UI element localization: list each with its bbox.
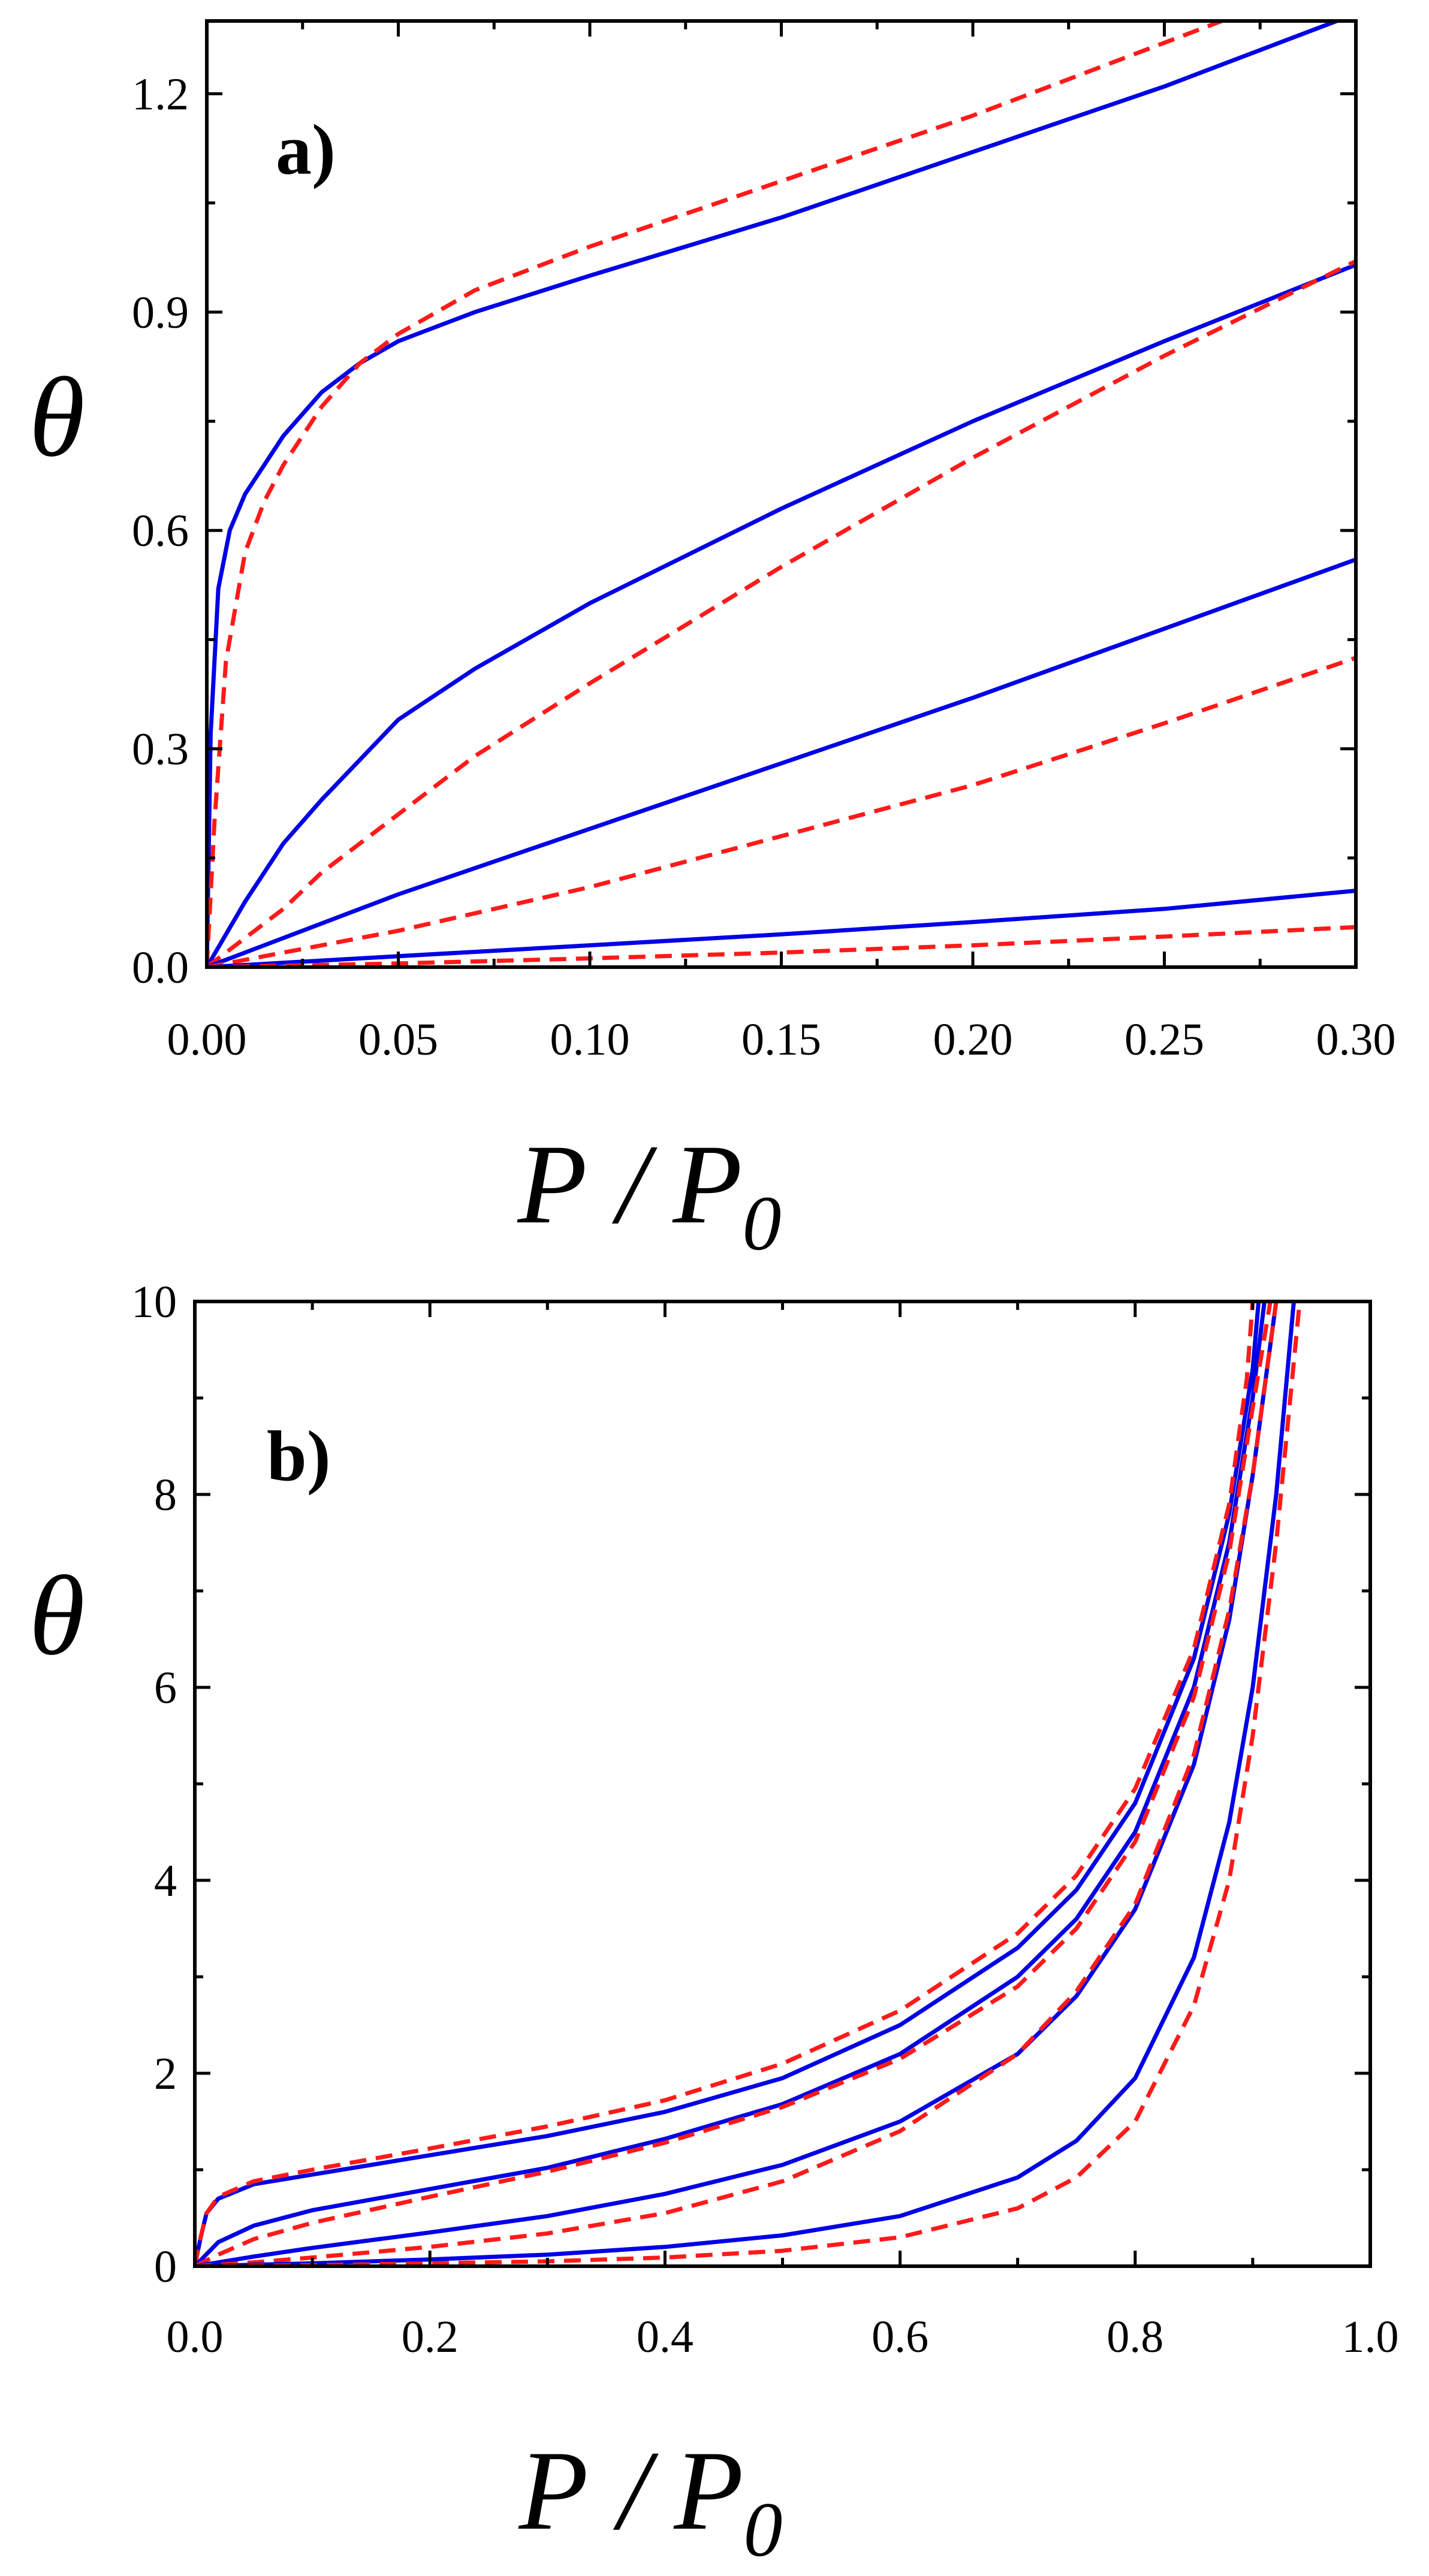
series-line-solid-2 [207, 262, 1356, 967]
x-axis-title-numerator: P [518, 2428, 589, 2554]
y-tick-label: 0.3 [132, 724, 189, 775]
plot-area [195, 1301, 1302, 2266]
x-tick-label: 0.8 [1107, 2312, 1163, 2362]
x-axis-title-subscript: 0 [743, 2487, 782, 2573]
plot-frame [193, 1300, 1372, 2268]
y-tick-label: 0.9 [132, 288, 189, 338]
panel-label: a) [276, 110, 336, 189]
series-line-dashed-3 [195, 1301, 1279, 2266]
x-axis-title-subscript: 0 [742, 1180, 781, 1267]
series-line-solid-4 [195, 1301, 1296, 2266]
x-tick-label: 0.30 [1316, 1014, 1396, 1065]
y-tick-label: 0.0 [132, 943, 189, 993]
series-line-solid-1 [207, 21, 1343, 967]
x-tick-label: 0.05 [358, 1014, 438, 1065]
series-line-dashed-4 [195, 1301, 1302, 2266]
x-axis-title: P / P0 [518, 2428, 783, 2573]
series-line-solid-1 [195, 1301, 1261, 2266]
y-tick-label: 10 [131, 1277, 177, 1327]
x-tick-label: 0.0 [167, 2312, 224, 2362]
panel-a-chart: 0.00 0.05 0.10 0.15 0.20 0.25 0.30 0.0 0.3 0.6 0.9… [29, 19, 1396, 1267]
series-line-solid-2 [195, 1301, 1267, 2266]
x-tick-label: 1.0 [1342, 2312, 1399, 2362]
x-tick-label: 0.15 [741, 1014, 821, 1065]
x-axis-title-slash: / [612, 1122, 658, 1248]
plot-area [207, 21, 1356, 967]
y-tick-label: 1.2 [132, 69, 189, 119]
x-axis-title-denominator: P [673, 2428, 743, 2554]
y-tick-label: 6 [154, 1663, 177, 1713]
x-tick-label: 0.00 [167, 1014, 247, 1065]
plot-frame [205, 19, 1358, 969]
y-axis-title: θ [29, 1553, 85, 1679]
x-axis-title-numerator: P [517, 1122, 587, 1248]
y-axis-title: θ [29, 355, 85, 481]
x-tick-label: 0.4 [637, 2312, 694, 2362]
x-tick-label: 0.25 [1124, 1014, 1204, 1065]
x-tick-label: 0.2 [402, 2312, 459, 2362]
x-axis-title-slash: / [613, 2428, 659, 2554]
x-axis-title: P / P0 [517, 1122, 782, 1267]
series-line-dashed-2 [195, 1301, 1273, 2266]
series-line-dashed-2 [207, 259, 1356, 967]
y-tick-label: 0.6 [132, 506, 189, 556]
y-tick-label: 8 [154, 1470, 177, 1520]
x-axis-title-denominator: P [671, 1122, 742, 1248]
y-tick-label: 4 [154, 1856, 177, 1906]
y-tick-label: 2 [154, 2049, 177, 2099]
series-line-dashed-1 [207, 21, 1228, 967]
series-line-dashed-1 [195, 1301, 1255, 2266]
series-line-dashed-3 [207, 656, 1356, 967]
series-line-solid-3 [207, 557, 1356, 967]
panel-label: b) [267, 1416, 331, 1496]
y-tick-label: 0 [154, 2242, 177, 2292]
x-tick-label: 0.6 [872, 2312, 928, 2362]
x-tick-label: 0.10 [550, 1014, 630, 1065]
x-tick-label: 0.20 [933, 1014, 1013, 1065]
